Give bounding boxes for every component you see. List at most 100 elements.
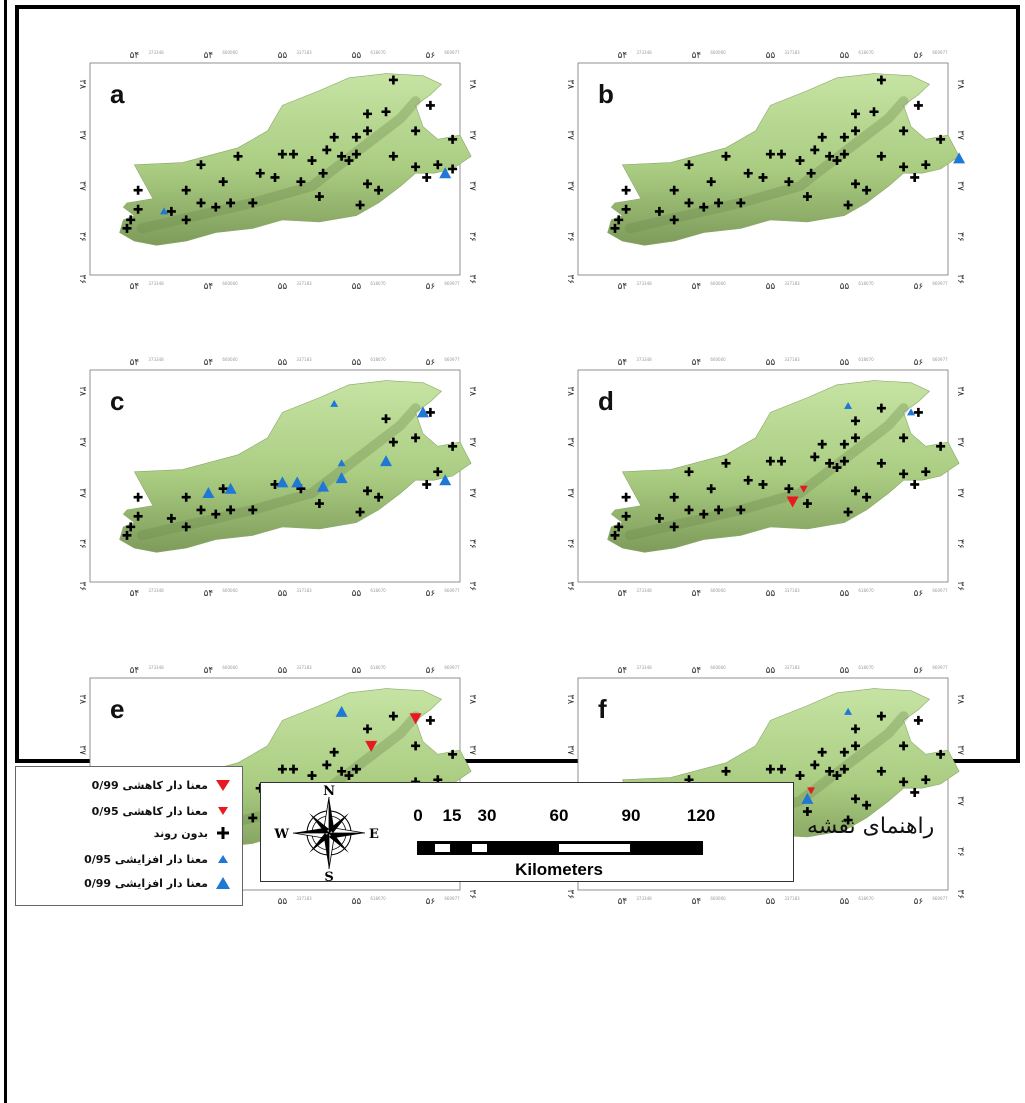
right-axis-tick: ۳۷ <box>467 130 477 140</box>
station-no-trend-marker <box>448 749 458 759</box>
axis-small-label: 337183 <box>296 357 312 362</box>
province-region <box>607 380 960 553</box>
bottom-axis-tick: ۵۵ <box>352 897 362 907</box>
scale-compass-svg: N S E W 0 15 30 60 90 120 Kilometers <box>273 784 715 881</box>
station-no-trend-marker <box>721 458 731 468</box>
top-axis-tick: ۵۶ <box>914 51 924 61</box>
station-no-trend-marker <box>758 172 768 182</box>
axis-small-label: 660977 <box>932 50 948 55</box>
station-no-trend-marker <box>806 168 816 178</box>
left-axis-tick: ۳۸ <box>565 79 575 89</box>
axis-small-label: 373348 <box>148 357 164 362</box>
top-axis-tick: ۵۴ <box>204 358 214 368</box>
top-axis-tick: ۵۶ <box>426 51 436 61</box>
station-no-trend-marker <box>318 168 328 178</box>
panel-label: c <box>110 386 124 416</box>
right-axis-tick: ۳۶ <box>467 889 477 899</box>
station-no-trend-marker <box>936 749 946 759</box>
right-axis-tick: ۳۷ <box>955 130 965 140</box>
left-axis-tick: ۳۶ <box>77 274 87 284</box>
map-panel-a: ۵۴ 373348 ۵۴ 373348 ۵۴ 600000 ۵۴ 600000 ۵۵ 337183… <box>77 45 480 295</box>
station-no-trend-marker <box>843 507 853 517</box>
bottom-axis-tick: ۵۵ <box>840 282 850 292</box>
mountain-ridge <box>136 403 421 541</box>
station-no-trend-marker <box>307 771 317 781</box>
station-no-trend-marker <box>784 484 794 494</box>
station-no-trend-marker <box>802 499 812 509</box>
panel-a-svg: ۵۴ 373348 ۵۴ 373348 ۵۴ 600000 ۵۴ 600000 ۵۵ 337183… <box>77 50 477 292</box>
top-axis-tick: ۵۴ <box>618 666 628 676</box>
bottom-axis-tick: ۵۴ <box>618 282 628 292</box>
axis-small-label: 373348 <box>636 281 652 286</box>
station-no-trend-marker <box>388 437 398 447</box>
station-no-trend-marker <box>181 215 191 225</box>
bottom-axis-tick: ۵۵ <box>352 589 362 599</box>
bottom-axis-tick: ۵۵ <box>766 897 776 907</box>
mountain-ridge <box>624 96 909 234</box>
station-no-trend-marker <box>784 177 794 187</box>
station-no-trend-marker <box>126 215 136 225</box>
panel-label: e <box>110 694 124 724</box>
station-no-trend-marker <box>374 185 384 195</box>
axis-small-label: 660977 <box>932 588 948 593</box>
axis-small-label: 600000 <box>710 588 726 593</box>
station-no-trend-marker <box>743 168 753 178</box>
station-no-trend-marker <box>899 162 909 172</box>
legend-item-down95: معنا دار کاهشی 0/95 <box>92 801 232 821</box>
station-no-trend-marker <box>910 479 920 489</box>
right-axis-tick: ۳۷ <box>955 437 965 447</box>
station-no-trend-marker <box>765 764 775 774</box>
station-no-trend-marker <box>825 458 835 468</box>
station-no-trend-marker <box>851 433 860 443</box>
left-axis-tick: ۳۷ <box>77 437 87 447</box>
left-axis-tick: ۳۶ <box>565 581 575 591</box>
right-axis-tick: ۳۸ <box>467 694 477 704</box>
axis-small-label: 600000 <box>710 357 726 362</box>
panel-b-svg: ۵۴ 373348 ۵۴ 373348 ۵۴ 600000 ۵۴ 600000 ۵۵ 337183… <box>565 50 966 292</box>
station-no-trend-marker <box>843 200 853 210</box>
station-no-trend-marker <box>913 407 923 417</box>
station-increase-99-marker <box>439 167 452 179</box>
station-no-trend-marker <box>921 160 931 170</box>
station-no-trend-marker <box>181 185 191 195</box>
axis-small-label: 337183 <box>296 896 312 901</box>
station-no-trend-marker <box>851 486 860 496</box>
bottom-axis-tick: ۵۶ <box>426 282 436 292</box>
right-axis-tick: ۳۶ <box>955 539 965 549</box>
right-axis-tick: ۳۷ <box>467 745 477 755</box>
station-no-trend-marker <box>714 505 724 515</box>
station-no-trend-marker <box>248 198 258 208</box>
station-no-trend-marker <box>684 160 694 170</box>
station-no-trend-marker <box>795 156 805 166</box>
station-no-trend-marker <box>133 185 143 195</box>
station-no-trend-marker <box>218 177 228 187</box>
right-axis-tick: ۳۷ <box>955 181 965 191</box>
station-increase-99-marker <box>224 482 237 494</box>
axis-small-label: 600000 <box>710 665 726 670</box>
right-axis-tick: ۳۸ <box>467 79 477 89</box>
panel-c-svg: ۵۴ 373348 ۵۴ 373348 ۵۴ 600000 ۵۴ 600000 ۵۵ 337183… <box>77 357 477 599</box>
right-axis-tick: ۳۶ <box>467 581 477 591</box>
mountain-ridge <box>136 96 421 234</box>
top-axis-tick: ۵۵ <box>840 666 850 676</box>
station-increase-95-marker <box>844 402 853 410</box>
station-no-trend-marker <box>743 475 753 485</box>
station-no-trend-marker <box>825 151 835 161</box>
axis-small-label: 600000 <box>222 665 238 670</box>
station-no-trend-marker <box>411 162 421 172</box>
legend-label: معنا دار کاهشی 0/99 <box>91 778 208 792</box>
top-axis-tick: ۵۴ <box>130 358 140 368</box>
map-guide-title: راهنمای نقشه <box>807 814 935 839</box>
right-axis-tick: ۳۶ <box>955 581 965 591</box>
station-no-trend-marker <box>122 223 132 233</box>
axis-small-label: 373348 <box>148 281 164 286</box>
station-no-trend-marker <box>876 766 886 776</box>
station-no-trend-marker <box>810 145 820 155</box>
axis-small-label: 337183 <box>296 665 312 670</box>
right-axis-tick: ۳۶ <box>467 274 477 284</box>
station-decrease-95-marker <box>807 787 816 795</box>
station-no-trend-marker <box>876 458 886 468</box>
map-panel-d: ۵۴ 373348 ۵۴ 373348 ۵۴ 600000 ۵۴ 600000 ۵۵ 337183… <box>565 352 968 602</box>
axis-small-label: 337183 <box>784 281 800 286</box>
station-no-trend-marker <box>721 151 731 161</box>
